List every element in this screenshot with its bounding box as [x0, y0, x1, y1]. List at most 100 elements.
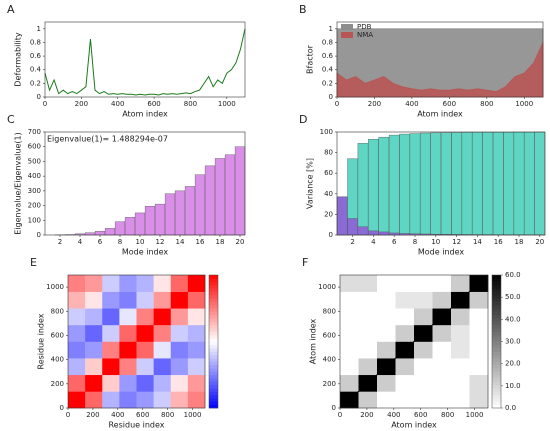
y-tick-label: 1 [329, 25, 333, 33]
x-axis-label: Atom index [122, 110, 168, 119]
panel-label: D [299, 113, 307, 126]
y-tick-label: 300 [28, 187, 41, 195]
colorbar-step [209, 281, 218, 286]
x-tick-label: 6 [392, 238, 397, 246]
x-tick-label: 12 [452, 238, 461, 246]
cell [153, 291, 172, 309]
bar [214, 158, 226, 236]
cell [170, 308, 189, 326]
x-tick-label: 400 [111, 100, 124, 108]
bar [524, 131, 535, 236]
cell [395, 391, 415, 409]
cell [68, 291, 86, 309]
y-tick-label: 40 [324, 190, 333, 198]
bar [492, 132, 504, 236]
y-tick-label: 0.8 [30, 38, 41, 46]
cell [68, 324, 86, 342]
x-tick-label: 400 [111, 411, 124, 419]
cell [377, 391, 396, 409]
cell [170, 391, 189, 409]
bar [461, 132, 473, 236]
plot-frame [336, 131, 546, 236]
cell [102, 324, 120, 342]
cell [451, 391, 470, 409]
cell [119, 308, 137, 326]
colorbar-step [492, 278, 501, 282]
bar [399, 133, 410, 236]
cell [136, 308, 154, 326]
y-tick-label: 20 [324, 210, 333, 218]
cell [170, 275, 189, 292]
cell [68, 391, 86, 409]
cell [119, 275, 137, 292]
plot-frame [67, 274, 206, 409]
cell [414, 391, 433, 409]
bar [336, 196, 348, 236]
y-tick-label: 400 [28, 172, 41, 180]
colorbar-step [209, 324, 218, 329]
cell [377, 275, 396, 292]
bar [104, 228, 116, 236]
cell [451, 374, 470, 392]
x-axis-label: Residue index [108, 421, 164, 430]
cell [377, 341, 396, 359]
bar [534, 131, 546, 236]
y-tick-label: 400 [51, 356, 64, 364]
panel-label: E [30, 256, 37, 269]
x-tick-label: 0 [66, 411, 70, 419]
cell [85, 341, 103, 359]
cell [136, 358, 154, 376]
x-tick-label: 800 [184, 100, 197, 108]
colorbar-step [492, 404, 501, 409]
colorbar-step [492, 361, 501, 366]
colorbar-step [492, 321, 501, 326]
cell [358, 358, 378, 376]
colorbar-step [492, 358, 501, 362]
cell [358, 391, 378, 409]
colorbar-step [209, 344, 218, 349]
x-tick-label: 18 [216, 238, 225, 246]
colorbar-step [209, 361, 218, 366]
cell [395, 324, 415, 342]
colorbar-step [209, 308, 218, 312]
bar [84, 232, 96, 236]
bar [378, 136, 390, 236]
cell [187, 291, 206, 309]
cell [451, 324, 470, 342]
bar [409, 133, 421, 236]
y-axis-label: Deformability [14, 32, 23, 87]
colorbar-tick-label: 60.0 [505, 271, 521, 279]
y-tick-label: 80 [324, 149, 333, 157]
colorbar-step [209, 351, 218, 356]
x-tick-label: 0 [338, 411, 342, 419]
x-tick-label: 20 [236, 238, 245, 246]
cell [451, 358, 470, 376]
panel-label: C [7, 113, 15, 126]
cell [395, 374, 415, 392]
colorbar-step [492, 291, 501, 296]
x-axis-label: Atom index [417, 110, 463, 119]
colorbar-step [492, 275, 501, 279]
bar [430, 132, 442, 236]
colorbar-step [492, 348, 501, 352]
colorbar-step [209, 334, 218, 339]
x-tick-label: 1000 [184, 411, 202, 419]
colorbar-step [209, 388, 218, 392]
cell [136, 391, 154, 409]
cell [340, 291, 359, 309]
colorbar-step [209, 341, 218, 346]
x-tick-label: 800 [441, 411, 454, 419]
cell [170, 291, 189, 309]
x-tick-label: 8 [118, 238, 122, 246]
cell [187, 358, 206, 376]
cell [414, 374, 433, 392]
colorbar-step [492, 381, 501, 386]
cell [340, 374, 359, 392]
cell [136, 374, 154, 392]
annotation: Eigenvalue(1)= 1.488294e-07 [47, 135, 168, 144]
legend-label: NMA [357, 31, 373, 39]
bar [357, 143, 369, 236]
x-tick-label: 14 [176, 238, 185, 246]
y-tick-label: 0.6 [30, 52, 42, 60]
